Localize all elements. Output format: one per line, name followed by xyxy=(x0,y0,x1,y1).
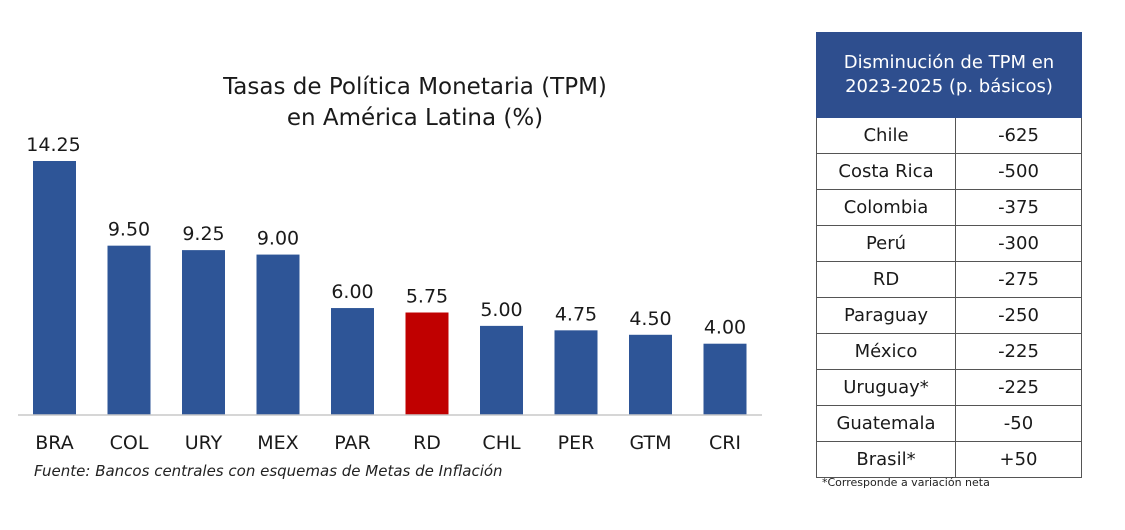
value-label: 5.00 xyxy=(480,299,522,321)
table-cell-value: -275 xyxy=(955,261,1082,298)
value-label: 9.50 xyxy=(108,219,150,241)
tpm-reduction-table: Disminución de TPM en 2023-2025 (p. bási… xyxy=(816,32,1082,478)
table-cell-country: Paraguay xyxy=(816,297,956,334)
category-label: COL xyxy=(110,432,149,454)
table-cell-value: -375 xyxy=(955,189,1082,226)
table-cell-value: -225 xyxy=(955,333,1082,370)
table-row: RD -275 xyxy=(816,261,1082,298)
table-body: Chile -625 Costa Rica -500 Colombia -375 Perú -… xyxy=(816,117,1082,478)
chart-title-line-1: Tasas de Política Monetaria (TPM) xyxy=(223,74,607,100)
table-row: Brasil* +50 xyxy=(816,441,1082,478)
table-row: Paraguay -250 xyxy=(816,297,1082,334)
value-label: 4.75 xyxy=(555,303,597,325)
table-row: Guatemala -50 xyxy=(816,405,1082,442)
bar-chart: 14.25 BRA 9.50 COL 9.25 URY 9.00 MEX 6.00 PAR 5.75… xyxy=(18,134,762,454)
table-cell-value: -225 xyxy=(955,369,1082,406)
source-note: Fuente: Bancos centrales con esquemas de… xyxy=(34,462,503,480)
table-cell-country: Colombia xyxy=(816,189,956,226)
value-label: 9.00 xyxy=(257,228,299,250)
table-cell-value: -625 xyxy=(955,117,1082,154)
table-cell-value: -250 xyxy=(955,297,1082,334)
bar-chl xyxy=(480,325,523,415)
value-label: 4.50 xyxy=(629,308,671,330)
table-row: Colombia -375 xyxy=(816,189,1082,226)
table-cell-value: -500 xyxy=(955,153,1082,190)
table-row: México -225 xyxy=(816,333,1082,370)
table-row: Costa Rica -500 xyxy=(816,153,1082,190)
category-label: GTM xyxy=(629,432,671,454)
bar-mex xyxy=(256,254,300,415)
bar-gtm xyxy=(629,334,672,415)
bar-ury xyxy=(182,250,225,415)
category-label: PER xyxy=(558,432,595,454)
table-row: Uruguay* -225 xyxy=(816,369,1082,406)
table-header: Disminución de TPM en 2023-2025 (p. bási… xyxy=(816,32,1082,118)
table-cell-country: Perú xyxy=(816,225,956,262)
table-cell-country: México xyxy=(816,333,956,370)
value-label: 4.00 xyxy=(704,317,746,339)
table-row: Chile -625 xyxy=(816,117,1082,154)
table-cell-country: Guatemala xyxy=(816,405,956,442)
bar-per xyxy=(554,330,598,415)
bar-bra xyxy=(33,161,76,415)
table-cell-country: Costa Rica xyxy=(816,153,956,190)
bar-rd xyxy=(405,312,449,415)
category-label: URY xyxy=(185,432,223,454)
table-footnote: *Corresponde a variación neta xyxy=(822,476,990,489)
value-label: 14.25 xyxy=(26,134,80,156)
chart-title-line-2: en América Latina (%) xyxy=(286,105,544,131)
value-label: 5.75 xyxy=(406,286,448,308)
bar-col xyxy=(107,245,151,415)
value-label: 9.25 xyxy=(182,223,224,245)
bar-par xyxy=(331,308,374,415)
table-cell-country: Chile xyxy=(816,117,956,154)
category-label: MEX xyxy=(257,432,298,454)
table-cell-country: Uruguay* xyxy=(816,369,956,406)
chart-title: Tasas de Política Monetaria (TPM) en Amé… xyxy=(120,72,710,134)
category-label: PAR xyxy=(334,432,370,454)
table-header-row: Disminución de TPM en 2023-2025 (p. bási… xyxy=(816,32,1082,118)
bar-cri xyxy=(703,343,747,415)
table-cell-value: -300 xyxy=(955,225,1082,262)
bars-layer: 14.25 BRA 9.50 COL 9.25 URY 9.00 MEX 6.00 PAR 5.75… xyxy=(26,134,747,454)
table-cell-value: +50 xyxy=(955,441,1082,478)
table-cell-country: Brasil* xyxy=(816,441,956,478)
category-label: CRI xyxy=(709,432,741,454)
table-row: Perú -300 xyxy=(816,225,1082,262)
category-label: RD xyxy=(413,432,441,454)
category-label: BRA xyxy=(35,432,73,454)
category-label: CHL xyxy=(482,432,521,454)
table-cell-country: RD xyxy=(816,261,956,298)
value-label: 6.00 xyxy=(331,281,373,303)
table-cell-value: -50 xyxy=(955,405,1082,442)
